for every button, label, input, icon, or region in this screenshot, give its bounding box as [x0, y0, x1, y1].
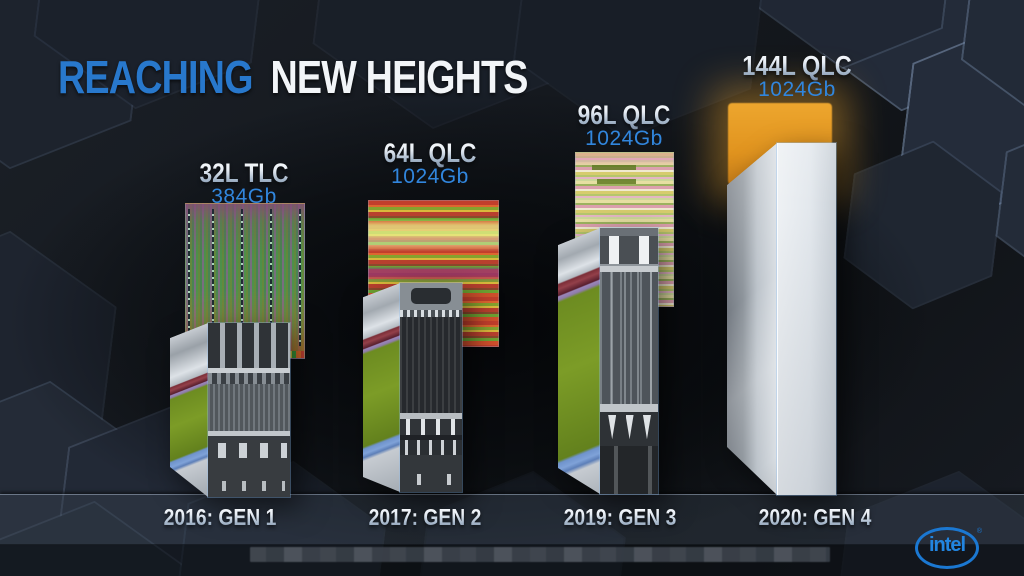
sem-band	[208, 436, 290, 497]
sem-band	[400, 455, 462, 492]
registered-mark: ®	[976, 528, 982, 535]
chip-layer-stack	[727, 143, 777, 495]
chip-side-face	[558, 228, 600, 494]
chip-front-face	[207, 322, 291, 498]
tech-label: 144L QLC	[721, 50, 872, 82]
die-scribe-line	[188, 208, 191, 346]
sem-contact	[608, 414, 617, 440]
sem-band	[208, 431, 290, 436]
sem-band	[600, 228, 658, 236]
generation-caption: 2020: GEN 4	[748, 504, 882, 531]
page-title: REACHING NEW HEIGHTS	[58, 50, 528, 104]
sem-band	[400, 310, 462, 317]
caption-band	[0, 494, 1024, 545]
die-feature-bar	[591, 165, 637, 171]
capacity-label: 384Gb	[211, 185, 277, 208]
generation-caption: 2017: GEN 2	[358, 504, 492, 531]
die-feature-bar	[597, 179, 637, 184]
sem-band	[400, 435, 462, 440]
sem-band	[600, 264, 658, 274]
die-scribe-line	[299, 208, 302, 346]
sem-band	[600, 446, 658, 494]
intel-logo-swoosh	[915, 527, 979, 569]
chip-cross-section	[170, 322, 291, 498]
title-accent: REACHING	[58, 51, 253, 103]
sem-band	[400, 419, 462, 435]
sem-band	[600, 404, 658, 412]
sem-band	[208, 323, 290, 368]
sem-band	[208, 368, 290, 373]
intel-logo: intel ®	[915, 527, 982, 569]
chip-cross-section	[363, 282, 463, 493]
generation-caption: 2019: GEN 3	[553, 504, 687, 531]
sem-band	[400, 413, 462, 419]
sem-contact	[642, 414, 652, 440]
chip-layer-stack	[558, 228, 600, 494]
generation-caption: 2016: GEN 1	[153, 504, 287, 531]
die-scribe-line	[211, 208, 214, 346]
sem-band	[600, 272, 658, 404]
sem-band	[400, 317, 462, 413]
chip-front-face	[776, 142, 837, 496]
chip-side-face	[170, 323, 208, 497]
sem-band	[600, 236, 658, 264]
sem-band	[400, 440, 462, 455]
tech-label: 64L QLC	[363, 138, 497, 169]
intel-logo-text: intel	[928, 534, 966, 556]
chip-layer-stack	[170, 323, 208, 497]
capacity-label: 1024Gb	[391, 165, 469, 188]
sem-contact	[625, 414, 634, 440]
title-rest: NEW HEIGHTS	[270, 51, 528, 103]
chip-front-face	[399, 282, 463, 493]
redacted-footnote	[250, 547, 830, 562]
capacity-label: 1024Gb	[758, 78, 836, 101]
chip-cross-section	[558, 227, 659, 495]
chip-side-face	[363, 283, 400, 492]
sem-band	[208, 384, 290, 431]
tech-label: 32L TLC	[177, 158, 311, 189]
tech-label: 96L QLC	[557, 100, 691, 131]
chip-side-face	[727, 143, 777, 495]
sem-band	[400, 283, 462, 310]
sem-band	[600, 412, 658, 446]
chip-layer-stack	[363, 283, 400, 492]
die-scribe-line	[241, 208, 244, 346]
sem-contact	[411, 287, 451, 305]
die-scribe-line	[269, 208, 272, 346]
sem-band	[208, 373, 290, 384]
capacity-label: 1024Gb	[585, 127, 663, 150]
chip-front-face	[599, 227, 659, 495]
chip-silhouette	[727, 142, 837, 496]
